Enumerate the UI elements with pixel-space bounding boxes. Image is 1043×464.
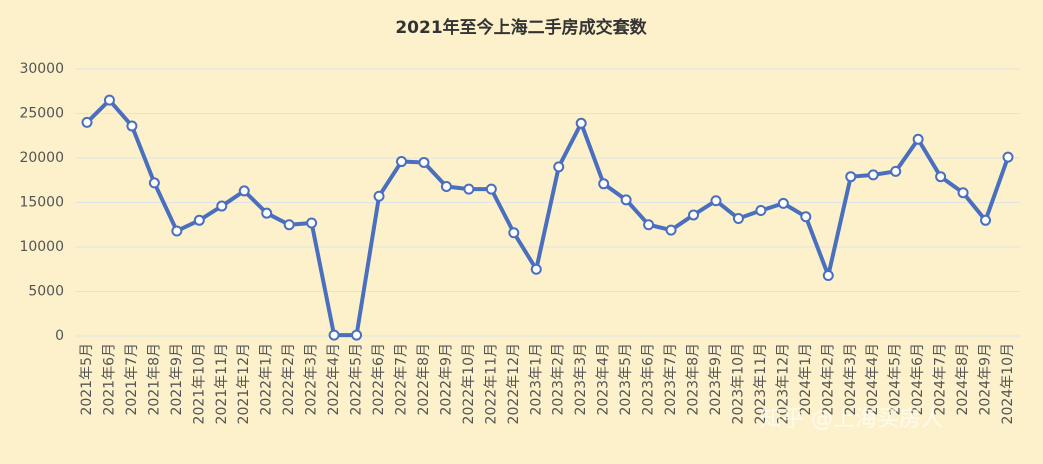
point [395,156,407,168]
x-tick-label: 2022年4月 [326,343,342,416]
x-tick-label: 2024年8月 [955,343,971,416]
point [688,209,700,221]
point [485,183,497,195]
point [643,219,655,231]
point [351,329,363,341]
x-tick-label: 2024年3月 [843,343,859,416]
x-tick-label: 2024年6月 [910,343,926,416]
point [980,214,992,226]
point [575,117,587,129]
point [665,224,677,236]
x-tick-label: 2022年8月 [416,343,432,416]
point [822,269,834,281]
x-tick-label: 2023年11月 [753,343,769,424]
x-tick-label: 2021年9月 [169,343,185,416]
x-tick-label: 2021年6月 [101,343,117,416]
y-tick-label: 0 [55,328,64,344]
x-tick-label: 2024年5月 [888,343,904,416]
point [890,165,902,177]
point [283,219,295,231]
x-tick-label: 2021年8月 [146,343,162,416]
point [935,171,947,183]
point [81,116,93,128]
x-tick-label: 2022年2月 [281,343,297,416]
point [463,183,475,195]
x-tick-label: 2023年6月 [641,343,657,416]
point [755,205,767,217]
x-tick-label: 2023年10月 [730,343,746,424]
point [1002,151,1014,163]
x-tick-label: 2024年2月 [820,343,836,416]
point [171,225,183,237]
point [800,211,812,223]
point [867,169,879,181]
point [598,178,610,190]
x-tick-label: 2021年7月 [124,343,140,416]
x-tick-label: 2023年3月 [573,343,589,416]
point [216,200,228,212]
x-tick-label: 2022年11月 [483,343,499,424]
x-tick-label: 2022年1月 [259,343,275,416]
point [957,187,969,199]
x-tick-label: 2024年9月 [978,343,994,416]
point [238,185,250,197]
x-tick-label: 2023年5月 [618,343,634,416]
point [103,94,115,106]
point [193,214,205,226]
y-tick-label: 5000 [28,284,64,300]
point [530,263,542,275]
x-tick-label: 2021年10月 [191,343,207,424]
point [373,190,385,202]
y-tick-label: 20000 [19,150,64,166]
x-tick-label: 2023年7月 [663,343,679,416]
y-tick-label: 25000 [19,106,64,122]
point [328,329,340,341]
x-tick-label: 2023年1月 [528,343,544,416]
x-tick-label: 2022年7月 [393,343,409,416]
x-tick-label: 2021年12月 [236,343,252,424]
point [306,217,318,229]
x-tick-label: 2023年12月 [775,343,791,424]
y-tick-label: 30000 [19,61,64,77]
x-tick-label: 2021年11月 [214,343,230,424]
point [148,177,160,189]
x-tick-label: 2024年10月 [1000,343,1016,424]
x-tick-label: 2022年9月 [438,343,454,416]
x-tick-label: 2022年3月 [304,343,320,416]
x-tick-label: 2024年7月 [933,343,949,416]
point [710,195,722,207]
point [620,194,632,206]
point [732,213,744,225]
point [261,207,273,219]
x-tick-label: 2021年5月 [79,343,95,416]
point [912,133,924,145]
x-tick-label: 2023年2月 [551,343,567,416]
x-tick-label: 2024年1月 [798,343,814,416]
point [126,120,138,132]
x-tick-label: 2024年4月 [865,343,881,416]
watermark: 知乎 @上海买房人 [760,407,943,432]
x-tick-label: 2023年9月 [708,343,724,416]
x-tick-label: 2023年4月 [596,343,612,416]
x-tick-label: 2022年10月 [461,343,477,424]
y-tick-label: 10000 [19,239,64,255]
point [845,171,857,183]
point [777,197,789,209]
x-tick-label: 2022年6月 [371,343,387,416]
point [553,161,565,173]
point [508,227,520,239]
x-tick-label: 2022年12月 [506,343,522,424]
x-tick-label: 2023年8月 [686,343,702,416]
point [440,180,452,192]
x-tick-label: 2022年5月 [349,343,365,416]
point [418,156,430,168]
chart-title: 2021年至今上海二手房成交套数 [395,17,647,38]
y-tick-label: 15000 [19,195,64,211]
